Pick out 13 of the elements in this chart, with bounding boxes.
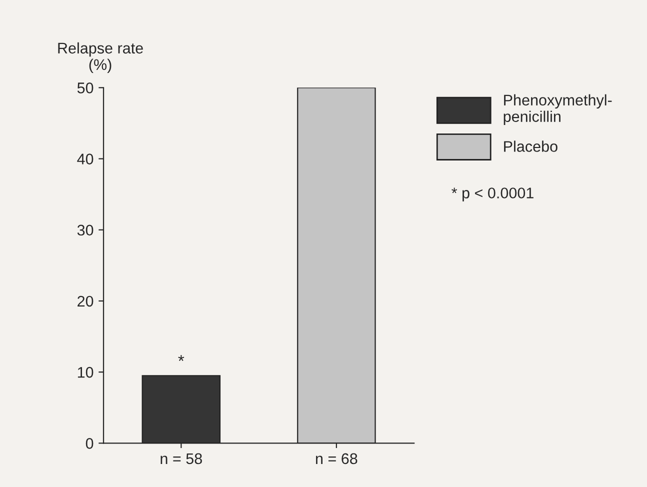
y-tick-label: 50: [77, 82, 94, 94]
y-tick-label: 10: [78, 366, 94, 378]
text: * p < 0.0001: [452, 188, 534, 202]
y-tick-label: 40: [77, 154, 94, 164]
x-tick-label: n = 58: [160, 453, 202, 464]
y-tick-label: 20: [78, 296, 94, 307]
y-axis-title: Relapse rate (%): [58, 42, 143, 74]
y-tick-label: 0: [86, 438, 94, 449]
legend-label: Placebo: [504, 140, 558, 152]
annotation: *: [178, 355, 184, 361]
legend-label: Phenoxymethyl- penicillin: [504, 94, 612, 125]
x-tick-label: n = 68: [316, 453, 358, 464]
y-tick-label: 30: [77, 224, 94, 236]
